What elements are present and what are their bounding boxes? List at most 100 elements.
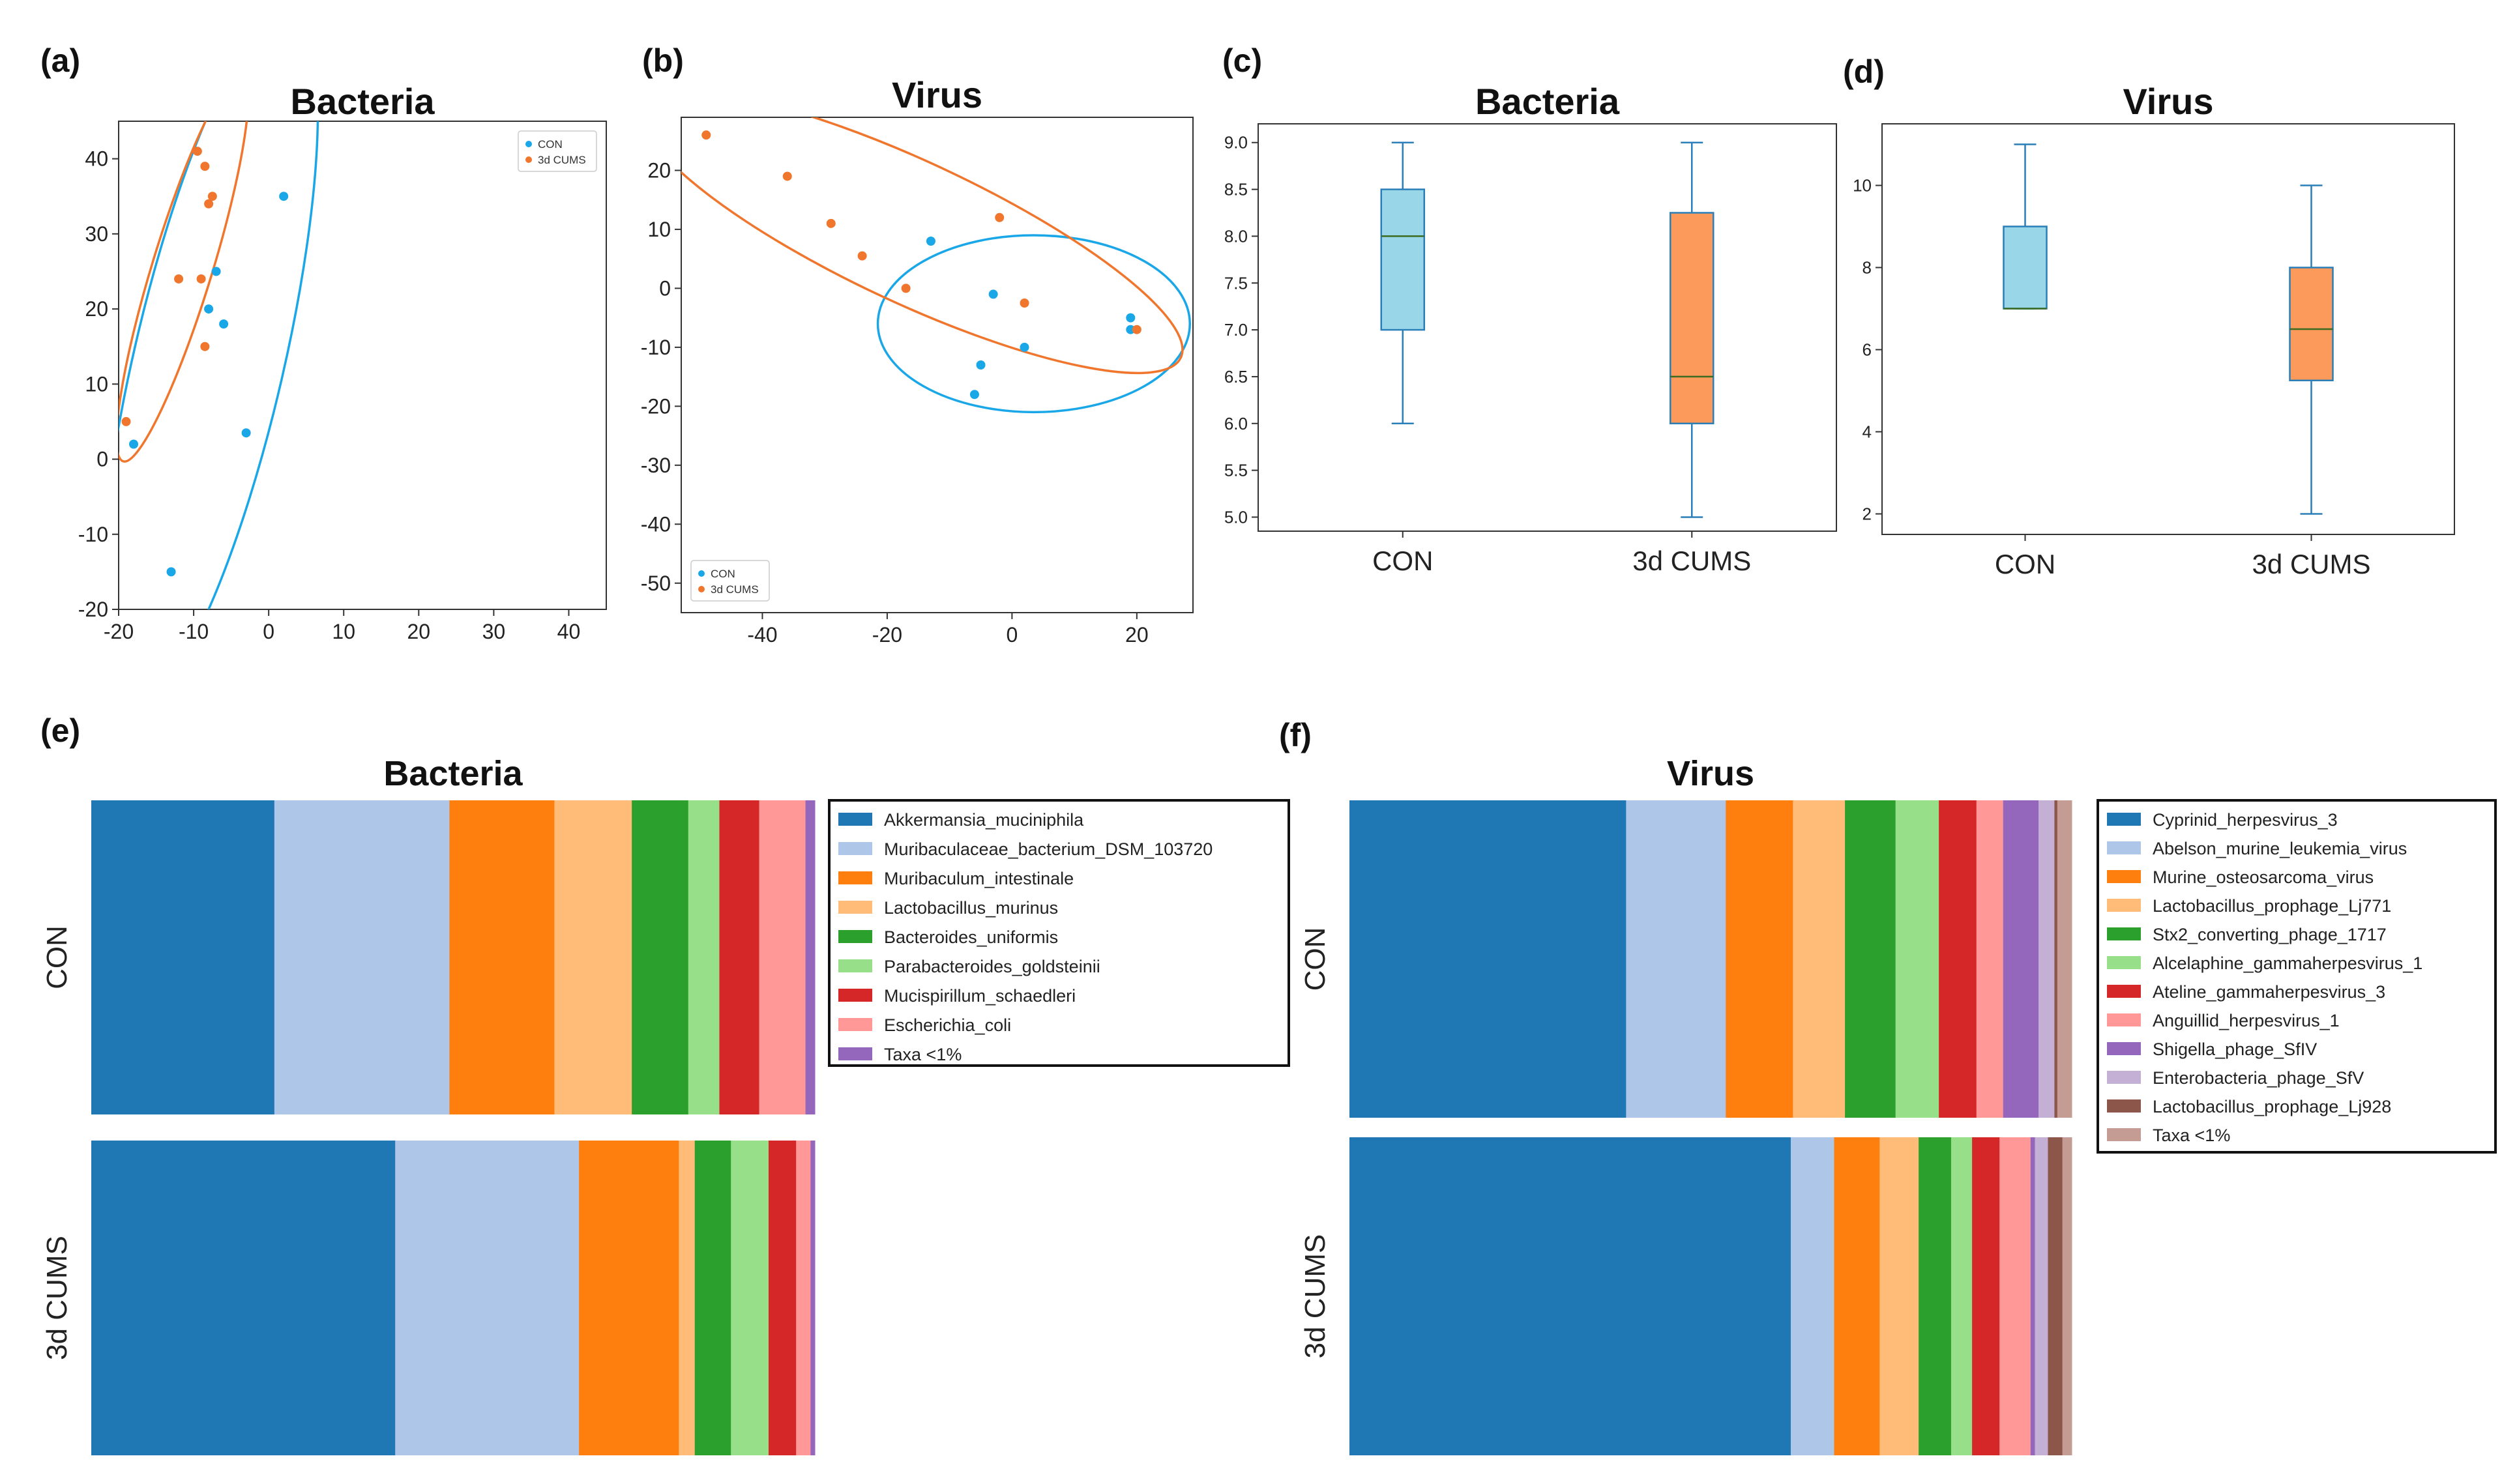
x-tick-label: 20 bbox=[407, 620, 431, 643]
x-tick-label: 0 bbox=[263, 620, 274, 643]
legend-box bbox=[2097, 799, 2497, 1154]
bar-segment bbox=[694, 1141, 731, 1455]
box-con bbox=[2003, 226, 2048, 310]
plot-frame bbox=[118, 121, 607, 610]
y-tick-label: 0 bbox=[659, 276, 671, 300]
panel-label: (c) bbox=[1222, 42, 1262, 79]
y-tick-label: 6.0 bbox=[1224, 414, 1248, 433]
legend-label: Taxa <1% bbox=[2153, 1126, 2230, 1145]
bar-segment bbox=[449, 800, 555, 1114]
bar-segment bbox=[688, 800, 720, 1114]
legend-swatch bbox=[838, 930, 872, 943]
legend-label: Muribaculum_intestinale bbox=[884, 869, 1074, 888]
legend-box bbox=[690, 560, 770, 602]
bar-segment bbox=[1972, 1137, 2000, 1455]
legend-swatch bbox=[838, 959, 872, 972]
panel-c: (c) Bacteria 5.0 5.5 6.0 6.5 7.0 7.5 8.0 8.5 9.0 CO… bbox=[1222, 42, 1837, 576]
legend-label: CON bbox=[711, 568, 735, 580]
point-con bbox=[204, 304, 214, 314]
x-tick-label: 40 bbox=[557, 620, 581, 643]
y-tick-label: 5.0 bbox=[1224, 507, 1248, 527]
legend-label: Murine_osteosarcoma_virus bbox=[2153, 867, 2374, 887]
bar-segment bbox=[759, 800, 806, 1114]
legend-swatch bbox=[2107, 1099, 2141, 1113]
bar-segment bbox=[796, 1141, 811, 1455]
y-tick-label: 40 bbox=[85, 147, 108, 171]
legend-label: Cyprinid_herpesvirus_3 bbox=[2153, 810, 2338, 830]
point-3d-cums bbox=[200, 342, 210, 351]
legend-label: Parabacteroides_goldsteinii bbox=[884, 957, 1100, 976]
panel-label: (a) bbox=[40, 42, 80, 79]
legend-label: 3d CUMS bbox=[711, 583, 759, 596]
panel-d: (d) Virus 2 4 6 8 10 CON 3d CUMS bbox=[1843, 53, 2455, 579]
point-3d-cums bbox=[1132, 325, 1141, 334]
legend-label: Bacteroides_uniformis bbox=[884, 927, 1058, 947]
y-tick-label: -30 bbox=[641, 454, 671, 477]
chart-title: Virus bbox=[2123, 81, 2213, 122]
legend-label: Taxa <1% bbox=[884, 1045, 962, 1064]
legend-swatch bbox=[2107, 1128, 2141, 1141]
panel-label: (f) bbox=[1279, 717, 1312, 753]
x-tick-label: -20 bbox=[104, 620, 134, 643]
point-con bbox=[969, 390, 979, 400]
panel-label: (e) bbox=[40, 712, 80, 749]
category-label: 3d CUMS bbox=[2252, 549, 2370, 579]
y-tick-label: 6.5 bbox=[1224, 367, 1248, 386]
chart-title: Virus bbox=[892, 74, 982, 115]
bar-segment bbox=[2003, 800, 2039, 1118]
legend-label: Lactobacillus_prophage_Lj928 bbox=[2153, 1097, 2391, 1116]
box-con bbox=[1380, 188, 1425, 331]
legend-swatch bbox=[838, 813, 872, 826]
point-3d-cums bbox=[196, 274, 206, 284]
panel-f: (f) Virus CON 3d CUMS Cyprinid_herpesvirus_3… bbox=[1279, 717, 2497, 1455]
panel-a: (a) Bacteria -20 -10 0 10 20 30 40 -20 -10 0 10 20 30 4… bbox=[40, 42, 607, 643]
bar-segment bbox=[1834, 1137, 1880, 1455]
legend-label: Anguillid_herpesvirus_1 bbox=[2153, 1011, 2340, 1030]
point-con bbox=[1126, 325, 1136, 334]
bar-segment bbox=[1999, 1137, 2031, 1455]
legend-label: Escherichia_coli bbox=[884, 1015, 1011, 1035]
bar-segment bbox=[1793, 800, 1846, 1118]
plot-frame bbox=[1881, 123, 2455, 535]
point-con bbox=[1020, 342, 1029, 352]
category-label: CON bbox=[1372, 546, 1433, 576]
point-con bbox=[166, 567, 176, 577]
legend-swatch bbox=[2107, 956, 2141, 969]
point-3d-cums bbox=[207, 192, 217, 201]
chart-title: Bacteria bbox=[1475, 81, 1620, 122]
point-3d-cums bbox=[901, 284, 911, 293]
bar-segment bbox=[1845, 800, 1896, 1118]
legend-swatch bbox=[838, 842, 872, 855]
legend-label: Akkermansia_muciniphila bbox=[884, 810, 1084, 830]
category-label: CON bbox=[41, 925, 73, 989]
y-tick-label: 8.5 bbox=[1224, 180, 1248, 199]
legend-label: Muribaculaceae_bacterium_DSM_103720 bbox=[884, 839, 1213, 859]
point-3d-cums bbox=[1020, 298, 1029, 308]
legend-box bbox=[828, 799, 1290, 1067]
x-tick-label: 0 bbox=[1006, 623, 1018, 647]
panel-label: (b) bbox=[642, 42, 684, 79]
y-tick-label: 10 bbox=[647, 218, 671, 241]
legend-swatch bbox=[2107, 1042, 2141, 1055]
bar-segment bbox=[2057, 800, 2072, 1118]
bar-segment bbox=[805, 800, 816, 1114]
y-tick-label: -50 bbox=[641, 572, 671, 595]
x-tick-label: -20 bbox=[872, 623, 902, 647]
legend-label: Lactobacillus_murinus bbox=[884, 898, 1058, 918]
bar-segment bbox=[1919, 1137, 1952, 1455]
x-tick-label: 20 bbox=[1125, 623, 1149, 647]
bar-segment bbox=[1626, 800, 1726, 1118]
legend-label: Enterobacteria_phage_SfV bbox=[2153, 1068, 2364, 1088]
bar-segment bbox=[2030, 1137, 2035, 1455]
plot-frame bbox=[1258, 123, 1837, 532]
bar-segment bbox=[2054, 800, 2058, 1118]
legend-label: Alcelaphine_gammaherpesvirus_1 bbox=[2153, 953, 2422, 973]
box-3d-cums bbox=[2289, 267, 2334, 381]
y-tick-label: 10 bbox=[1853, 176, 1872, 196]
x-tick-label: -40 bbox=[747, 623, 777, 647]
y-tick-label: 8.0 bbox=[1224, 226, 1248, 246]
y-tick-label: 7.5 bbox=[1224, 273, 1248, 293]
y-tick-label: 30 bbox=[85, 222, 108, 246]
legend-box bbox=[518, 130, 597, 172]
y-tick-label: 6 bbox=[1862, 340, 1872, 360]
